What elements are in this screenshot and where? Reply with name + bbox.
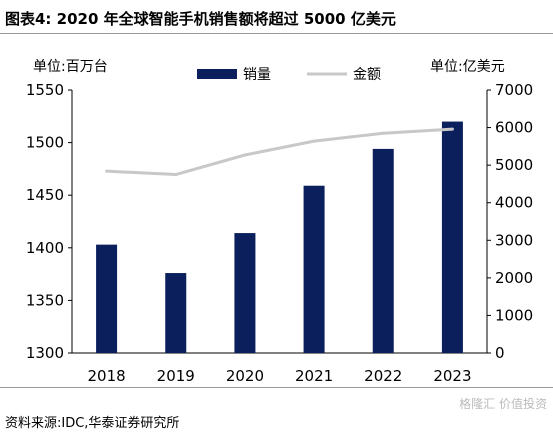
bar	[303, 185, 325, 353]
x-axis-tick-label: 2020	[226, 367, 264, 385]
legend: 销量 金额	[197, 67, 381, 83]
left-axis-tick-labels: 1300 1350 1400 1450 1500 1550	[26, 81, 64, 362]
left-axis-tick-label: 1500	[26, 134, 64, 152]
title-divider	[0, 33, 553, 34]
right-axis-unit-label: 单位:亿美元	[430, 59, 505, 75]
bar	[441, 121, 463, 353]
x-axis-tick-labels: 2018 2019 2020 2021 2022 2023	[87, 367, 471, 385]
axes	[68, 89, 491, 354]
left-axis-tick-label: 1400	[26, 239, 64, 257]
left-axis-tick-label: 1550	[26, 81, 64, 99]
right-axis-tick-label: 1000	[495, 306, 533, 324]
bar	[234, 233, 256, 353]
x-axis-tick-label: 2023	[433, 367, 471, 385]
right-axis-tick-label: 6000	[495, 119, 533, 137]
x-axis-tick-label: 2021	[295, 367, 333, 385]
chart-title: 图表4: 2020 年全球智能手机销售额将超过 5000 亿美元	[5, 10, 396, 28]
left-axis-tick-label: 1450	[26, 186, 64, 204]
line-point	[312, 139, 316, 143]
bar	[372, 148, 394, 353]
legend-line-label: 金额	[353, 67, 381, 83]
x-axis-tick-label: 2018	[87, 367, 125, 385]
x-axis-tick-label: 2022	[364, 367, 402, 385]
line-point	[381, 131, 385, 135]
line-series	[105, 127, 454, 177]
line-point	[243, 153, 247, 157]
bar-series	[96, 121, 463, 353]
right-axis-tick-label: 4000	[495, 194, 533, 212]
line-path	[106, 127, 453, 177]
watermark: 格隆汇 价值投资	[459, 397, 547, 411]
chart-area: 单位:百万台 单位:亿美元 销量 金额 2018 2019 2020 2021 2022…	[26, 59, 533, 385]
right-axis-tick-label: 7000	[495, 81, 533, 99]
left-axis-unit-label: 单位:百万台	[33, 59, 108, 75]
left-axis-tick-label: 1350	[26, 291, 64, 309]
right-axis-tick-label: 5000	[495, 156, 533, 174]
line-point	[105, 169, 109, 173]
right-axis-tick-label: 2000	[495, 269, 533, 287]
footer-divider	[0, 387, 553, 388]
right-axis-tick-labels: 0 1000 2000 3000 4000 5000 6000 7000	[495, 81, 533, 362]
bar	[96, 244, 118, 353]
source-note: 资料来源:IDC,华泰证券研究所	[5, 416, 180, 431]
right-axis-tick-label: 3000	[495, 231, 533, 249]
legend-bar-label: 销量	[243, 67, 271, 83]
line-point	[174, 173, 178, 177]
x-axis-tick-label: 2019	[157, 367, 195, 385]
legend-bar-swatch	[197, 69, 237, 79]
left-axis-tick-label: 1300	[26, 344, 64, 362]
right-axis-tick-label: 0	[495, 344, 505, 362]
bar	[165, 273, 187, 353]
line-point	[450, 127, 454, 131]
